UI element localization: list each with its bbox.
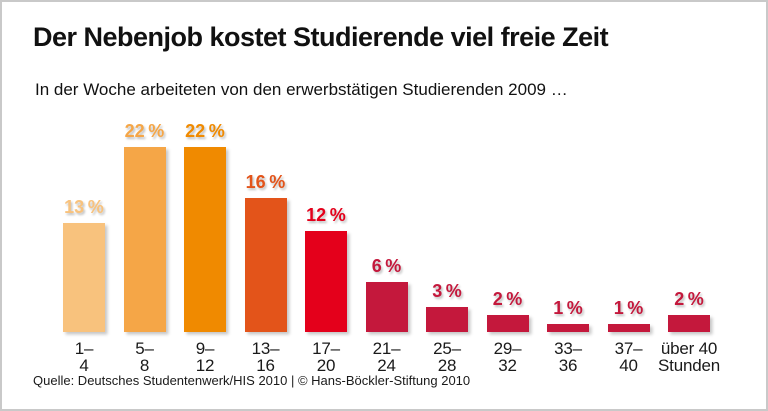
x-axis-label: 37–40 <box>614 339 643 375</box>
x-axis-label: 13–16 <box>251 339 280 375</box>
bar-group: 6 % 21–24 <box>365 255 408 374</box>
x-axis-label: 33–36 <box>554 339 582 375</box>
bar-value-label: 2 % <box>674 289 704 310</box>
bar-group: 1 % 33–36 <box>547 297 589 374</box>
x-axis-label: 25–28 <box>433 339 461 375</box>
bar-value-label: 2 % <box>492 289 523 310</box>
bar <box>486 315 529 332</box>
bar-value-label: 13 % <box>64 196 104 217</box>
bar-group: 1 % 37–40 <box>607 297 650 374</box>
x-axis-label: 29–32 <box>493 339 522 375</box>
source-note: Quelle: Deutsches Studentenwerk/HIS 2010… <box>33 373 471 388</box>
bar-group: 2 % über 40 Stunden <box>658 289 720 374</box>
bar-group: 22 % 9–12 <box>184 121 226 374</box>
bar <box>305 231 347 332</box>
x-axis-label: 17–20 <box>312 339 340 375</box>
bar <box>184 147 226 332</box>
x-axis-label: 9–12 <box>195 339 215 375</box>
bar-group: 16 % 13–16 <box>244 171 287 374</box>
bar <box>668 315 710 332</box>
bar-value-label: 1 % <box>553 297 583 318</box>
x-axis-label: über 40 Stunden <box>658 339 720 375</box>
bar <box>547 323 589 332</box>
bar <box>426 306 468 332</box>
page-subtitle: In der Woche arbeiteten von den erwerbst… <box>35 80 568 99</box>
bar-value-label: 22 % <box>124 121 165 142</box>
bar-group: 13 % 1–4 <box>63 196 105 374</box>
bar-group: 3 % 25–28 <box>426 280 468 374</box>
x-axis-label: 21–24 <box>372 339 401 375</box>
page-title: Der Nebenjob kostet Studierende viel fre… <box>33 22 609 52</box>
bar-value-label: 3 % <box>432 280 462 301</box>
bar-chart: 13 % 1–4 22 % 5–8 22 % 9–12 16 % 13–16 12 % 17–20… <box>63 121 720 374</box>
bar <box>244 197 287 332</box>
bar-value-label: 1 % <box>613 297 644 318</box>
bar <box>365 281 408 332</box>
bar-value-label: 6 % <box>371 255 402 276</box>
bar <box>607 323 650 332</box>
bar <box>63 222 105 332</box>
bar <box>123 147 166 332</box>
bar-group: 22 % 5–8 <box>123 121 166 374</box>
bar-value-label: 16 % <box>245 171 286 192</box>
bar-value-label: 22 % <box>185 121 225 142</box>
bar-group: 12 % 17–20 <box>305 205 347 374</box>
bar-group: 2 % 29–32 <box>486 289 529 374</box>
x-axis-label: 1–4 <box>74 339 94 375</box>
bar-value-label: 12 % <box>306 205 346 226</box>
x-axis-label: 5–8 <box>135 339 154 375</box>
